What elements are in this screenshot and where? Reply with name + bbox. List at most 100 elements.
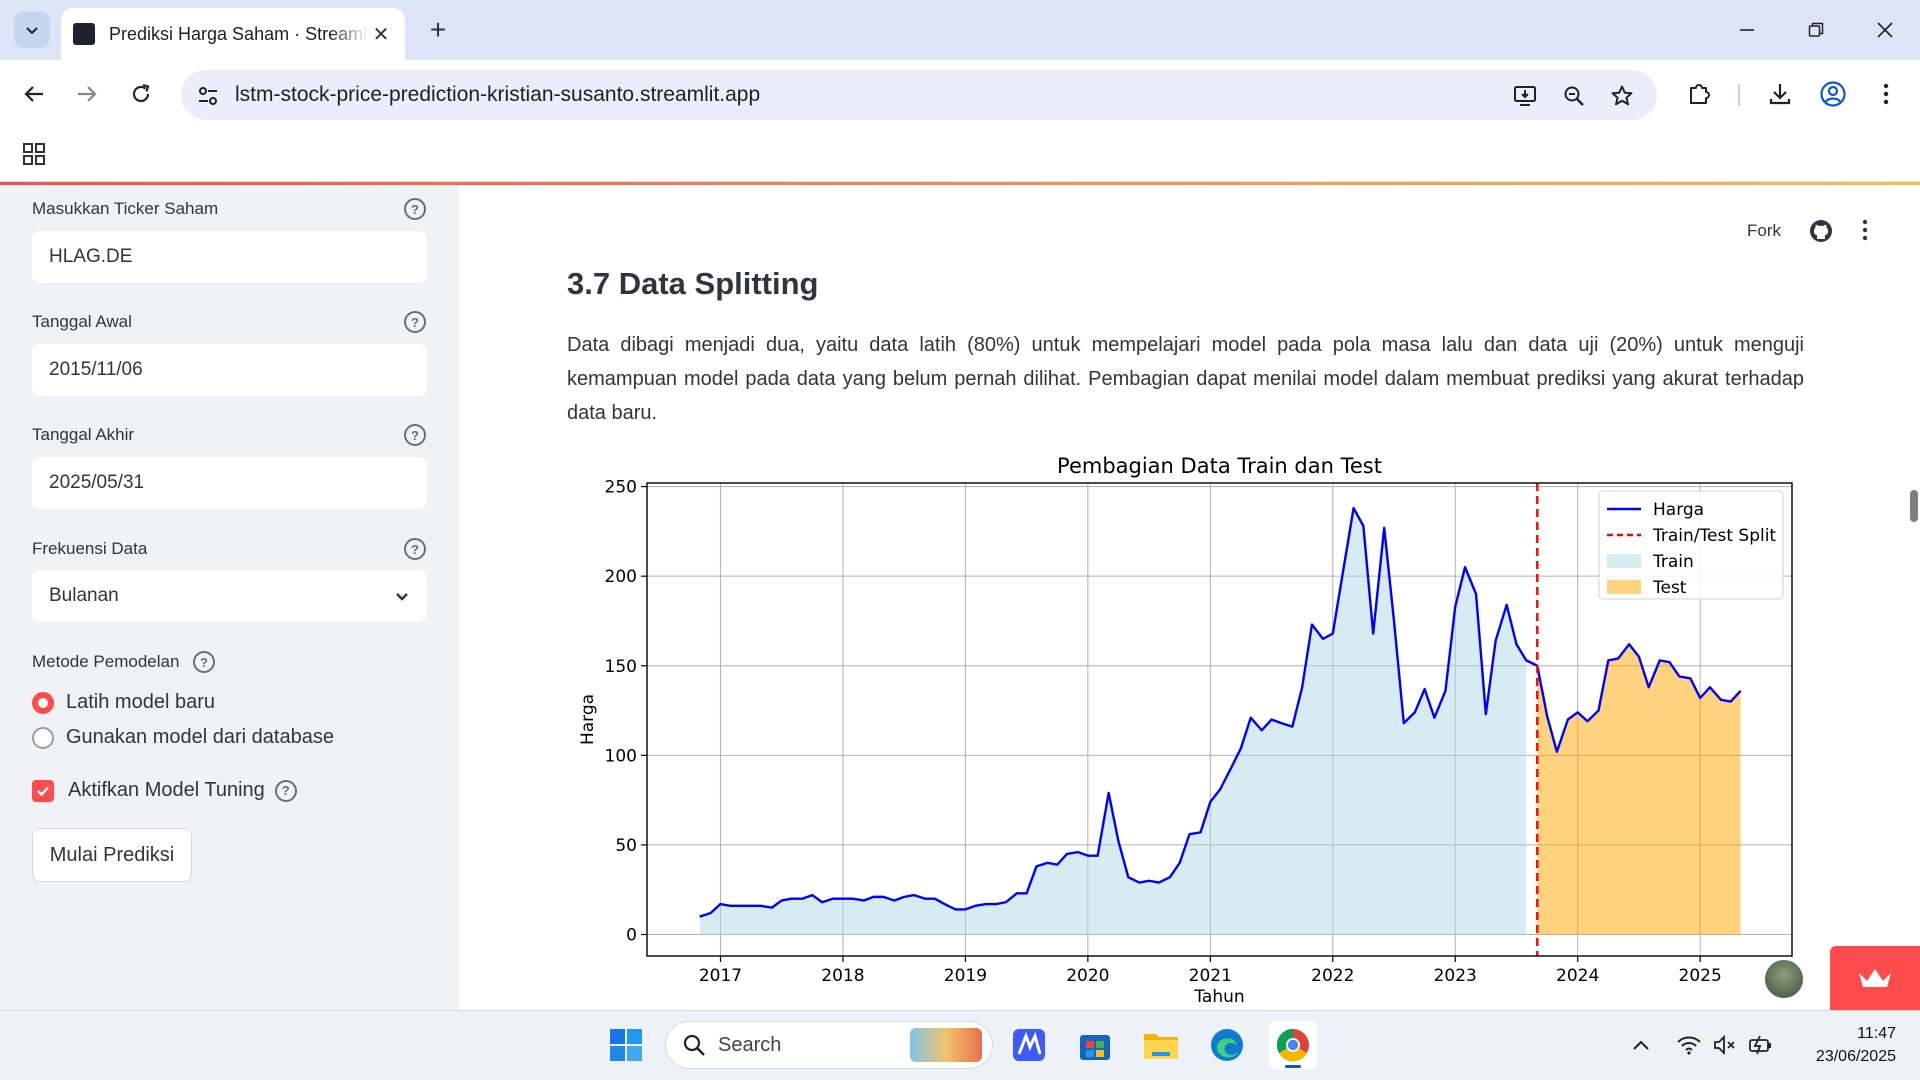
section-heading: 3.7 Data Splitting	[567, 266, 819, 301]
browser-menu-button[interactable]	[1868, 76, 1904, 112]
radio-option-new-model[interactable]: Latih model baru	[32, 691, 215, 714]
new-tab-button[interactable]: +	[429, 14, 447, 45]
legend-label: Harga	[1653, 500, 1704, 520]
streamlit-crown-icon	[1859, 969, 1891, 987]
apps-grid-icon[interactable]	[18, 138, 50, 170]
frequency-label: Frekuensi Data	[32, 539, 148, 558]
windows-start-icon[interactable]	[602, 1021, 650, 1069]
address-bar[interactable]: lstm-stock-price-prediction-kristian-sus…	[181, 70, 1657, 120]
help-icon[interactable]: ?	[404, 311, 426, 333]
start-date-label: Tanggal Awal	[32, 312, 132, 331]
chart-title: Pembagian Data Train dan Test	[1057, 454, 1382, 478]
speaker-muted-icon[interactable]	[1710, 1030, 1740, 1060]
restore-button[interactable]	[1791, 10, 1841, 50]
forward-button[interactable]	[65, 72, 109, 116]
puzzle-icon	[1690, 84, 1710, 104]
y-tick-label: 150	[605, 657, 637, 677]
clock-time: 11:47	[1857, 1025, 1896, 1042]
browser-tab[interactable]: Prediksi Harga Saham · Streamlit ✕	[61, 8, 405, 60]
x-tick-label: 2024	[1556, 966, 1599, 986]
legend-box	[1598, 490, 1784, 600]
help-icon[interactable]: ?	[404, 424, 426, 446]
extensions-button[interactable]	[1682, 76, 1718, 112]
x-tick-label: 2021	[1189, 966, 1232, 986]
y-tick-label: 200	[605, 567, 637, 587]
tuning-checkbox-row[interactable]: Aktifkan Model Tuning ?	[32, 779, 297, 802]
close-window-button[interactable]	[1860, 10, 1910, 50]
help-icon[interactable]: ?	[404, 538, 426, 560]
streamlit-favicon-icon	[73, 23, 95, 45]
search-placeholder: Search	[718, 1033, 782, 1056]
x-tick-label: 2019	[944, 966, 987, 986]
fork-link[interactable]: Fork	[1747, 221, 1781, 240]
install-app-icon[interactable]	[1511, 81, 1541, 111]
x-tick-label: 2020	[1066, 966, 1109, 986]
y-axis-label: Harga	[578, 694, 598, 745]
help-icon[interactable]: ?	[404, 198, 426, 220]
github-icon[interactable]	[1808, 218, 1834, 244]
chevron-down-icon	[26, 27, 38, 35]
tray-overflow-icon[interactable]	[1626, 1030, 1656, 1060]
start-prediction-button[interactable]: Mulai Prediksi	[32, 828, 192, 882]
radio-button[interactable]	[32, 691, 54, 714]
plot-frame	[646, 482, 1793, 957]
chevron-down-icon	[396, 593, 408, 601]
restore-icon	[1808, 22, 1824, 37]
zoom-icon[interactable]	[1559, 81, 1589, 111]
minimize-button[interactable]	[1722, 10, 1772, 50]
profile-button[interactable]	[1815, 76, 1851, 112]
reload-button[interactable]	[119, 72, 163, 116]
x-tick-label: 2022	[1311, 966, 1354, 986]
scrollbar-thumb[interactable]	[1910, 490, 1918, 522]
radio-label: Latih model baru	[66, 691, 215, 713]
minimize-icon	[1740, 29, 1754, 31]
toolbar-divider	[1738, 84, 1740, 106]
tab-search-button[interactable]	[14, 12, 50, 48]
arrow-right-icon	[78, 86, 97, 102]
streamlit-header-decoration	[0, 182, 1920, 185]
start-date-value: 2015/11/06	[49, 359, 143, 380]
url-text[interactable]: lstm-stock-price-prediction-kristian-sus…	[235, 83, 761, 106]
x-tick-label: 2023	[1434, 966, 1477, 986]
taskbar-app-icon[interactable]	[1005, 1021, 1053, 1069]
radio-label: Gunakan model dari database	[66, 726, 334, 748]
end-date-label: Tanggal Akhir	[32, 425, 135, 444]
radio-option-database-model[interactable]: Gunakan model dari database	[32, 726, 334, 749]
taskbar-search[interactable]: Search	[665, 1021, 993, 1069]
start-date-input[interactable]: 2015/11/06	[32, 344, 427, 396]
edge-browser-icon[interactable]	[1203, 1021, 1251, 1069]
ticker-input[interactable]: HLAG.DE	[32, 231, 427, 283]
streamlit-badge[interactable]	[1830, 946, 1920, 1010]
avatar[interactable]	[1763, 958, 1805, 1000]
help-icon[interactable]: ?	[274, 779, 297, 802]
app-menu-icon[interactable]	[1862, 219, 1872, 243]
y-tick-label: 50	[615, 836, 637, 856]
test-area	[1537, 644, 1741, 935]
wifi-icon[interactable]	[1674, 1030, 1704, 1060]
y-tick-label: 250	[605, 478, 637, 498]
legend-swatch	[1607, 580, 1641, 594]
radio-button[interactable]	[32, 726, 54, 749]
bookmark-star-icon[interactable]	[1607, 81, 1637, 111]
system-clock[interactable]: 11:47 23/06/2025	[1786, 1022, 1896, 1068]
search-highlight-image	[910, 1028, 982, 1062]
check-icon	[37, 786, 49, 796]
chrome-browser-icon[interactable]	[1269, 1021, 1317, 1069]
file-explorer-icon[interactable]	[1137, 1021, 1185, 1069]
close-tab-icon[interactable]: ✕	[372, 23, 390, 46]
help-icon[interactable]: ?	[193, 651, 215, 673]
checkbox[interactable]	[32, 779, 54, 802]
site-settings-icon[interactable]	[193, 81, 223, 111]
active-app-indicator	[1285, 1065, 1301, 1068]
x-axis-label: Tahun	[1193, 987, 1244, 1007]
downloads-button[interactable]	[1762, 76, 1798, 112]
end-date-input[interactable]: 2025/05/31	[32, 457, 427, 509]
train-test-split-chart: 2017 2018 2019 2020 2021 2022 2023 2024 2025 0 50 1…	[578, 454, 1793, 1007]
tab-title: Prediksi Harga Saham · Streamlit	[109, 23, 369, 44]
battery-charging-icon[interactable]	[1746, 1030, 1776, 1060]
legend-label: Train/Test Split	[1652, 526, 1776, 546]
frequency-select[interactable]: Bulanan	[32, 570, 427, 622]
microsoft-store-icon[interactable]	[1071, 1021, 1119, 1069]
back-button[interactable]	[12, 72, 56, 116]
close-icon	[1877, 22, 1893, 38]
